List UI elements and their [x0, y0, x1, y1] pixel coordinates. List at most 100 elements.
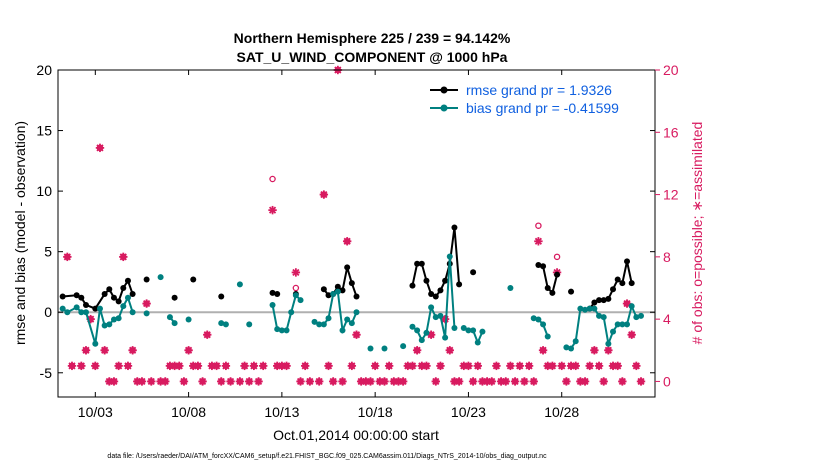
rmse-point: [218, 293, 225, 300]
bias-point: [101, 322, 108, 329]
y-tick-label: 5: [44, 244, 52, 260]
rmse-point: [334, 283, 341, 290]
bias-point: [600, 314, 607, 321]
assimilated-obs-point: [534, 237, 543, 246]
assimilated-obs-point: [179, 377, 189, 386]
bias-point: [479, 328, 486, 335]
assimilated-obs-point: [431, 377, 440, 386]
assimilated-obs-point: [235, 377, 245, 386]
legend: rmse grand pr = 1.9326 bias grand pr = -…: [430, 82, 619, 116]
assimilated-obs-point: [254, 377, 263, 386]
asterisk-stroke: [534, 237, 543, 245]
y2-tick-label: 20: [663, 62, 679, 78]
rmse-point: [605, 295, 612, 302]
rmse-point: [82, 301, 89, 308]
bias-point: [619, 321, 626, 328]
asterisk-stroke: [562, 377, 570, 386]
asterisk-stroke: [63, 253, 71, 261]
asterisk-stroke: [296, 377, 305, 386]
assimilated-obs-point: [338, 377, 347, 386]
chart-subtitle: SAT_U_WIND_COMPONENT @ 1000 hPa: [237, 49, 508, 65]
y2-axis-label: # of obs: o=possible; ∗=assimilated: [689, 122, 705, 345]
bias-point: [572, 338, 579, 345]
asterisk-stroke: [455, 377, 463, 386]
rmse-point: [190, 276, 197, 283]
bias-point: [278, 327, 285, 334]
bias-point: [409, 323, 416, 330]
asterisk-stroke: [217, 377, 225, 386]
bias-point: [269, 301, 276, 308]
assimilated-obs-point: [175, 361, 184, 371]
assimilated-obs-point: [328, 377, 338, 386]
rmse-point: [320, 286, 327, 293]
observation-count-markers: [63, 65, 646, 386]
assimilated-obs-point: [296, 377, 305, 386]
asterisk-stroke: [161, 377, 169, 386]
assimilated-obs-point: [557, 361, 566, 371]
assimilated-obs-point: [501, 377, 510, 386]
asterisk-stroke: [175, 362, 183, 370]
y2-tick-label: 0: [663, 373, 671, 389]
assimilated-obs-point: [464, 361, 473, 371]
possible-obs-point: [535, 222, 542, 229]
bias-point: [446, 253, 453, 260]
assimilated-obs-point: [342, 237, 352, 246]
bias-point: [166, 314, 173, 321]
bias-point: [344, 316, 351, 323]
assimilated-obs-point: [291, 268, 301, 277]
asterisk-stroke: [198, 377, 207, 386]
assimilated-obs-point: [520, 377, 529, 386]
rmse-point: [269, 289, 276, 296]
bias-point: [451, 324, 458, 331]
rmse-point: [442, 277, 449, 284]
bias-point: [423, 329, 430, 336]
bias-point: [316, 321, 323, 328]
asterisk-stroke: [245, 377, 253, 386]
asterisk-stroke: [306, 377, 314, 386]
asterisk-stroke: [254, 377, 263, 386]
rmse-point: [171, 294, 178, 301]
asterisk-stroke: [511, 377, 519, 386]
asterisk-stroke: [250, 362, 258, 370]
asterisk-stroke: [268, 206, 277, 214]
assimilated-obs-point: [91, 361, 100, 371]
bias-point: [540, 321, 547, 328]
assimilated-obs-point: [636, 377, 646, 386]
bias-point: [442, 334, 449, 341]
asterisk-stroke: [399, 377, 407, 386]
asterisk-stroke: [520, 377, 529, 386]
asterisk-stroke: [548, 362, 556, 370]
assimilated-obs-point: [571, 361, 580, 371]
asterisk-stroke: [68, 362, 76, 370]
bias-point: [348, 320, 355, 327]
bias-point: [129, 309, 136, 316]
assimilated-obs-point: [305, 377, 315, 386]
rmse-point: [59, 293, 66, 300]
assimilated-obs-point: [352, 330, 361, 339]
right-y-axis-ticks: 0 4 8 12 16 20: [655, 62, 679, 389]
data-file-footer: data file: /Users/raeder/DAI/ATM_forcXX/…: [107, 453, 547, 460]
x-tick-label: 10/13: [264, 404, 299, 420]
y-tick-label: -5: [40, 365, 53, 381]
assimilated-obs-point: [95, 143, 105, 153]
rmse-point: [456, 281, 463, 288]
bias-point: [437, 312, 444, 319]
assimilated-obs-point: [240, 361, 249, 371]
bias-point: [544, 333, 551, 340]
asterisk-stroke: [119, 253, 127, 261]
bias-point: [96, 305, 103, 312]
assimilated-obs-point: [422, 361, 431, 371]
y2-tick-label: 8: [663, 249, 671, 265]
rmse-point: [432, 293, 439, 300]
assimilated-obs-point: [590, 346, 599, 355]
assimilated-obs-point: [300, 361, 310, 371]
bias-point: [106, 321, 113, 328]
bias-point: [633, 314, 640, 321]
asterisk-stroke: [282, 362, 291, 370]
assimilated-obs-point: [445, 346, 454, 355]
assimilated-obs-point: [226, 377, 235, 386]
legend-rmse-label: rmse grand pr = 1.9326: [466, 82, 612, 98]
asterisk-stroke: [502, 377, 510, 386]
rmse-point: [344, 264, 351, 271]
bias-point: [157, 274, 164, 281]
